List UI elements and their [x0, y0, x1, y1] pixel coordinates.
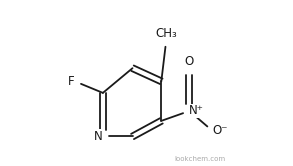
Text: F: F — [68, 75, 75, 88]
Text: O: O — [185, 55, 194, 68]
Text: CH₃: CH₃ — [155, 27, 177, 40]
Text: N⁺: N⁺ — [189, 104, 204, 118]
Text: N: N — [94, 130, 103, 143]
Text: O⁻: O⁻ — [212, 124, 228, 137]
Text: lookchem.com: lookchem.com — [174, 156, 226, 162]
